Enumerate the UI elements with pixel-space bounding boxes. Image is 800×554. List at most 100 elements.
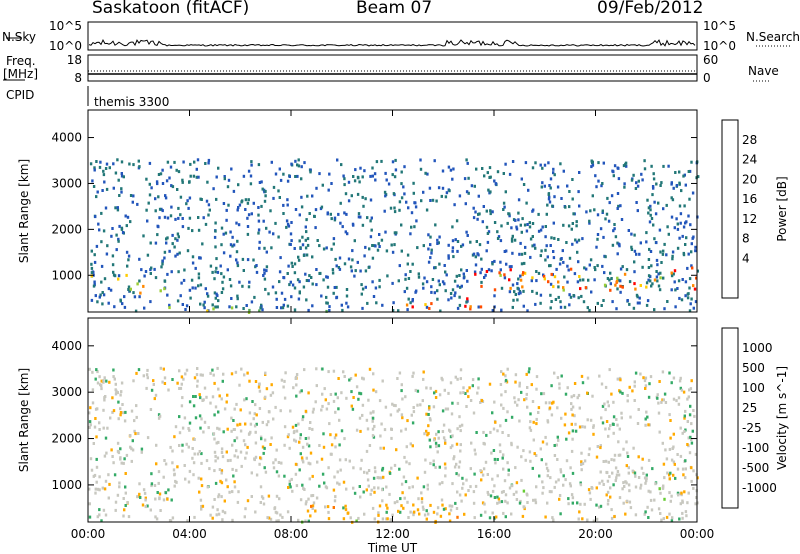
velocity-cell [475,431,478,434]
velocity-cell [171,378,174,381]
power-cell [585,267,588,271]
power-cell [482,205,485,208]
power-cell [102,229,106,233]
power-cell [658,288,662,292]
velocity-cell [515,481,519,485]
power-cell [282,172,285,176]
power-cell [293,262,297,266]
velocity-cell [681,516,684,520]
velocity-cell [381,488,384,492]
power-cell [176,238,179,242]
power-cell [330,182,333,185]
power-cell [523,261,526,265]
power-cell [311,255,314,259]
velocity-cell [325,407,329,411]
velocity-cell [624,480,627,484]
velocity-cell [546,469,550,473]
xtick-label: 16:00 [477,527,512,541]
velocity-cell [311,507,314,510]
velocity-cell [434,465,437,469]
velocity-cell [239,408,242,412]
power-cell [117,274,121,278]
power-cell [633,282,636,286]
velocity-cell [388,471,392,475]
velocity-cell [487,492,490,496]
velocity-cell [325,486,329,490]
power-cell [407,297,410,301]
velocity-cell [416,476,419,480]
velocity-cell [233,428,236,431]
power-cell [195,175,198,179]
power-cell [280,306,283,310]
power-cell [290,295,293,299]
power-cell [474,272,477,276]
power-cell [170,270,173,274]
power-cell [483,276,486,279]
power-cell [464,304,467,308]
power-cell [503,273,506,277]
power-cell [627,229,630,232]
velocity-cell [323,481,326,485]
velocity-cell [98,375,101,379]
velocity-cell [528,426,532,430]
power-cell [123,295,126,299]
power-cell [657,284,661,288]
velocity-cell [146,368,149,372]
power-cell [649,208,652,212]
velocity-cell [569,466,572,470]
power-cell [648,220,652,224]
velocity-cell [246,445,249,449]
velocity-cell [669,499,672,503]
power-ytick-label: 3000 [51,176,82,190]
power-cell [341,308,344,312]
power-cell [137,159,140,163]
power-cell [571,178,574,181]
velocity-cell [263,446,266,450]
velocity-cell [120,381,124,385]
velocity-cell [458,415,461,419]
power-cell [673,269,677,273]
velocity-cell [116,391,119,395]
power-cell [486,232,490,235]
date-title: 09/Feb/2012 [597,0,704,18]
velocity-cell [434,396,438,399]
velocity-cell [592,432,595,436]
power-cell [149,268,152,272]
power-cell [289,280,292,284]
velocity-cell [153,397,156,401]
power-cell [670,215,674,219]
velocity-cell [193,452,196,456]
power-cell [325,275,328,279]
power-cell [293,247,296,250]
velocity-cell [262,502,266,506]
power-cell [571,242,574,246]
power-cell [508,278,511,282]
power-cell [562,288,565,292]
power-cell [528,225,532,229]
velocity-cell [250,495,253,498]
power-cell [185,304,189,308]
velocity-cell [342,480,346,484]
velocity-cell [544,435,547,439]
velocity-cell [476,391,479,395]
power-cell [176,188,179,191]
power-cell [297,255,300,259]
power-cell [335,295,339,299]
power-cell [436,297,439,301]
power-cell [406,262,409,266]
power-cell [102,293,106,297]
velocity-cell [696,476,699,480]
velocity-cell [219,479,222,483]
velocity-cell [267,410,271,414]
velocity-cell [681,431,684,435]
velocity-cell [672,445,675,449]
velocity-cell [479,513,483,517]
velocity-cell [294,423,298,427]
velocity-cell [390,466,393,470]
velocity-cell [294,462,298,466]
velocity-cell [550,490,553,494]
power-cell [450,296,453,300]
power-cell [659,276,662,280]
power-cell [568,303,571,307]
velocity-cell [442,507,446,511]
